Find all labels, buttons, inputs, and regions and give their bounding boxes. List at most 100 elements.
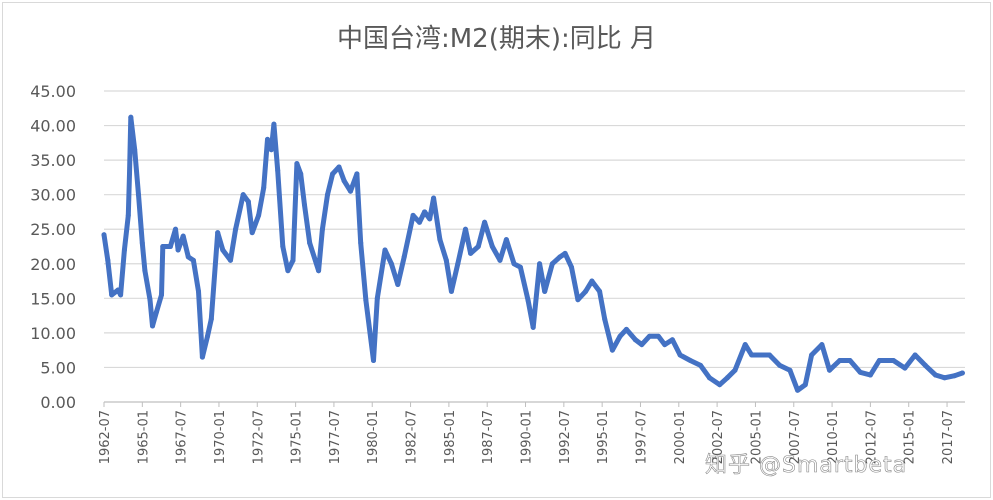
data-point — [167, 244, 173, 249]
data-point — [121, 247, 127, 253]
data-point — [358, 240, 364, 246]
data-point — [105, 257, 111, 263]
data-point — [374, 295, 380, 301]
data-point — [766, 352, 772, 358]
x-tick-label: 1997-07 — [634, 410, 649, 464]
data-point — [109, 292, 115, 298]
x-tick-label: 1965-01 — [136, 410, 151, 464]
y-tick-label: 0.00 — [40, 393, 76, 412]
data-point — [175, 247, 181, 253]
data-point — [173, 226, 179, 232]
data-point — [562, 250, 568, 256]
x-tick-label: 2007-07 — [788, 410, 803, 464]
data-point — [348, 188, 354, 194]
data-point — [427, 216, 433, 222]
data-point — [341, 178, 347, 184]
x-tick-label: 1987-07 — [481, 410, 496, 464]
x-tick-label: 1967-07 — [175, 410, 190, 464]
data-point — [959, 370, 965, 376]
data-point — [417, 219, 423, 225]
data-point — [475, 244, 481, 249]
data-point — [336, 164, 342, 170]
data-point — [912, 352, 918, 358]
x-tick-label: 2010-01 — [826, 410, 841, 464]
data-point — [837, 358, 843, 364]
data-point — [698, 362, 704, 368]
data-point — [632, 337, 638, 343]
data-point — [249, 230, 255, 236]
data-point — [749, 352, 755, 358]
data-point — [876, 358, 882, 364]
data-point — [115, 287, 121, 293]
y-tick-label: 30.00 — [30, 186, 76, 205]
data-point — [655, 333, 661, 339]
data-point — [150, 323, 156, 329]
data-point — [128, 114, 134, 120]
data-point — [268, 147, 274, 153]
data-point — [530, 324, 536, 330]
data-point — [902, 365, 908, 371]
x-tick-label: 2005-01 — [749, 410, 764, 464]
watermark: 知乎 @Smartbeta — [705, 453, 908, 479]
x-tick-label: 2012-07 — [864, 410, 879, 464]
data-point — [185, 254, 191, 260]
data-point — [395, 282, 401, 288]
data-point — [142, 268, 148, 274]
x-tick-label: 2015-01 — [903, 410, 918, 464]
data-point — [422, 209, 428, 215]
data-point — [706, 375, 712, 381]
data-point — [325, 192, 331, 198]
data-point — [363, 297, 369, 303]
data-point — [583, 288, 589, 294]
x-tick-label: 1990-01 — [520, 410, 535, 464]
y-tick-label: 40.00 — [30, 117, 76, 136]
data-point — [777, 362, 783, 368]
data-point — [240, 192, 246, 198]
data-point — [609, 347, 615, 353]
data-point — [549, 261, 555, 267]
data-point — [448, 288, 454, 294]
data-point — [127, 171, 133, 177]
data-point — [890, 358, 896, 364]
data-point — [857, 369, 863, 375]
data-point — [742, 342, 748, 348]
data-point — [388, 261, 394, 267]
data-point — [511, 261, 517, 267]
data-point — [819, 342, 825, 348]
data-point — [646, 333, 652, 339]
data-point — [431, 195, 437, 201]
data-point — [275, 167, 281, 173]
data-point — [153, 309, 159, 315]
x-tick-label: 1975-01 — [290, 410, 305, 464]
data-point — [569, 264, 575, 270]
data-point — [759, 352, 765, 358]
data-point — [204, 333, 210, 339]
x-tick-label: 1962-07 — [98, 410, 113, 464]
data-point — [371, 358, 377, 364]
x-tick-label: 1992-07 — [558, 410, 573, 464]
data-point — [125, 212, 131, 218]
x-tick-label: 1982-07 — [405, 410, 420, 464]
data-point — [952, 373, 958, 379]
data-point — [294, 161, 300, 167]
data-point — [401, 254, 407, 260]
data-point — [264, 136, 270, 142]
data-point — [525, 297, 531, 303]
data-point — [101, 232, 107, 238]
data-point — [443, 257, 449, 263]
chart-title: 中国台湾:M2(期末):同比 月 — [336, 24, 657, 54]
data-point — [261, 185, 267, 191]
data-point — [795, 387, 801, 393]
y-tick-label: 45.00 — [30, 82, 76, 101]
data-point — [139, 240, 145, 246]
series-line — [101, 114, 965, 393]
data-point — [602, 316, 608, 322]
x-tick-label: 1980-01 — [366, 410, 381, 464]
x-tick-label: 1985-01 — [443, 410, 458, 464]
data-point — [132, 147, 138, 153]
x-tick-label: 1972-07 — [251, 410, 266, 464]
data-point — [302, 202, 308, 208]
data-point — [180, 233, 186, 239]
